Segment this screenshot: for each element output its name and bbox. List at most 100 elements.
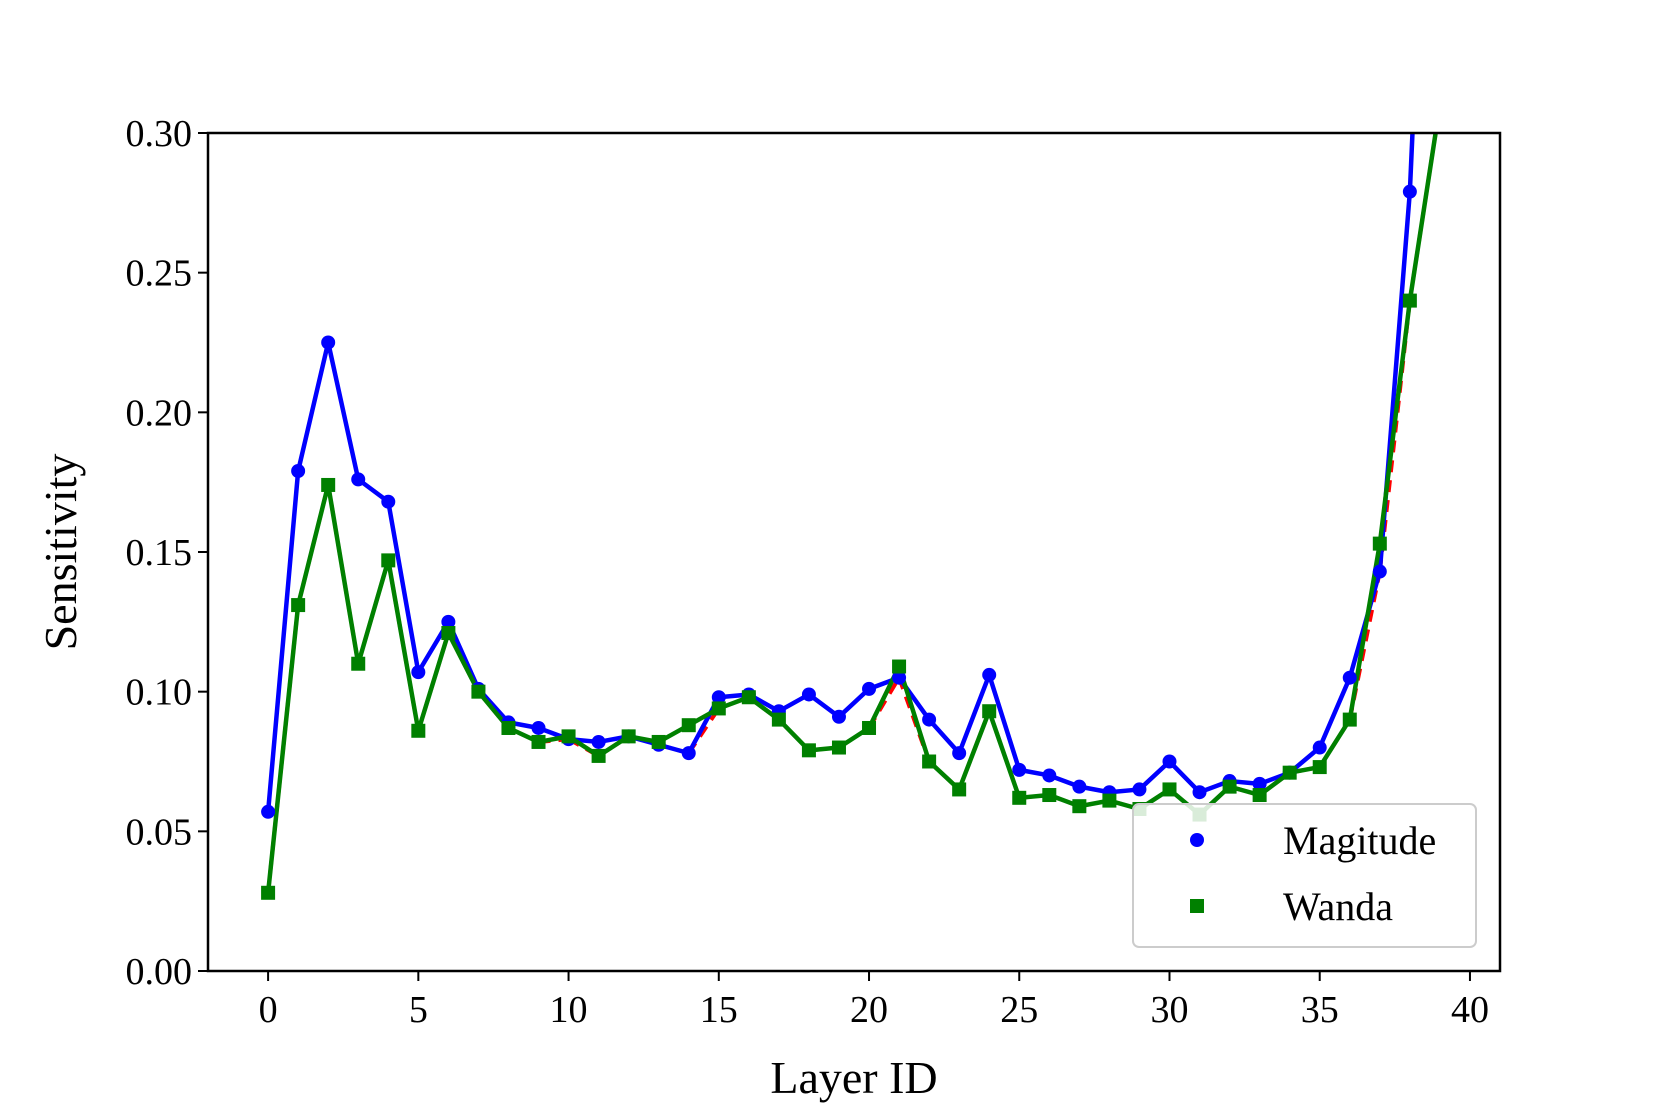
data-point-magitude [1162,754,1177,769]
data-point-wanda [261,885,276,900]
x-tick-label: 25 [1000,989,1038,1031]
y-tick-label: 0.10 [126,672,193,714]
data-point-magitude [892,670,907,685]
data-point-wanda [501,720,516,735]
x-tick-label: 20 [850,989,888,1031]
legend-label-wanda: Wanda [1283,884,1393,929]
x-tick-label: 0 [259,989,278,1031]
data-point-magitude [441,614,456,629]
y-axis-label: Sensitivity [35,454,86,651]
legend-entry-wanda: Wanda [1190,884,1393,929]
x-tick-label: 15 [700,989,738,1031]
data-point-wanda [922,754,937,769]
data-point-wanda [1042,788,1057,803]
data-point-wanda [1282,765,1297,780]
data-point-wanda [1402,293,1417,308]
data-point-wanda [621,729,636,744]
data-point-magitude [1402,184,1417,199]
data-point-wanda [1102,793,1117,808]
x-tick-label: 30 [1150,989,1188,1031]
data-point-magitude [411,665,426,680]
x-tick-label: 40 [1451,989,1489,1031]
data-point-magitude [291,463,306,478]
series-line-magitude [265,133,1415,812]
x-tick-label: 5 [409,989,428,1031]
data-point-wanda [561,729,576,744]
data-point-wanda [681,718,696,733]
data-point-magitude [681,746,696,761]
data-point-wanda [1342,712,1357,727]
x-tick-label: 10 [550,989,588,1031]
x-axis-label: Layer ID [770,1052,937,1103]
data-point-wanda [952,782,967,797]
series-line-wanda [265,133,1438,894]
y-axis-ticks: 0.00 0.05 0.10 0.15 0.20 0.25 0.30 [126,113,208,993]
x-tick-label: 35 [1301,989,1339,1031]
y-tick-label: 0.25 [126,253,193,295]
series-lines [265,133,1438,894]
data-point-wanda [1312,760,1327,775]
data-point-wanda [1012,790,1027,805]
data-point-magitude [1012,762,1027,777]
y-tick-label: 0.20 [126,392,193,434]
data-point-magitude [1372,564,1387,579]
legend-marker-magitude [1190,833,1204,847]
data-point-magitude [922,712,937,727]
highlight-segments [266,133,1438,893]
data-point-wanda [411,723,426,738]
data-point-wanda [831,740,846,755]
y-tick-label: 0.30 [126,113,193,155]
y-tick-label: 0.00 [126,951,193,993]
data-point-wanda [291,598,306,613]
data-point-wanda [651,734,666,749]
data-point-magitude [952,746,967,761]
data-point-wanda [1372,536,1387,551]
data-point-wanda [1162,782,1177,797]
data-point-magitude [1192,785,1207,800]
data-point-wanda [771,712,786,727]
legend: Magitude Wanda [1132,803,1477,948]
data-point-magitude [1312,740,1327,755]
data-point-magitude [1072,779,1087,794]
data-point-wanda [1252,788,1267,803]
data-point-magitude [982,667,997,682]
data-point-wanda [531,734,546,749]
series-markers [261,98,1447,900]
data-point-magitude [261,804,276,819]
legend-box [1132,803,1477,948]
data-point-magitude [591,734,606,749]
data-point-wanda [441,626,456,641]
data-point-wanda [381,553,396,568]
data-point-magitude [1342,670,1357,685]
data-point-wanda [1222,779,1237,794]
data-point-wanda [591,748,606,763]
data-point-magitude [321,335,336,350]
data-point-wanda [892,659,907,674]
data-point-magitude [351,472,366,487]
data-point-magitude [1132,782,1147,797]
data-point-wanda [351,656,366,671]
data-point-wanda [982,704,997,719]
data-point-wanda [321,477,336,492]
data-point-wanda [741,690,756,705]
data-point-magitude [381,494,396,509]
x-axis-ticks: 0 5 10 15 20 25 30 35 40 [259,971,1489,1031]
data-point-wanda [801,743,816,758]
data-point-magitude [531,720,546,735]
data-point-magitude [1042,768,1057,783]
data-point-wanda [711,701,726,716]
data-point-magitude [831,709,846,724]
legend-entry-magitude: Magitude [1190,818,1436,863]
data-point-magitude [1252,776,1267,791]
data-point-wanda [1072,799,1087,814]
data-point-wanda [1433,98,1447,112]
legend-label-magitude: Magitude [1283,818,1436,863]
data-point-magitude [801,687,816,702]
data-point-wanda [471,684,486,699]
data-point-wanda [862,720,877,735]
y-tick-label: 0.05 [126,811,193,853]
y-tick-label: 0.15 [126,532,193,574]
data-point-magitude [862,681,877,696]
data-point-magitude [711,690,726,705]
